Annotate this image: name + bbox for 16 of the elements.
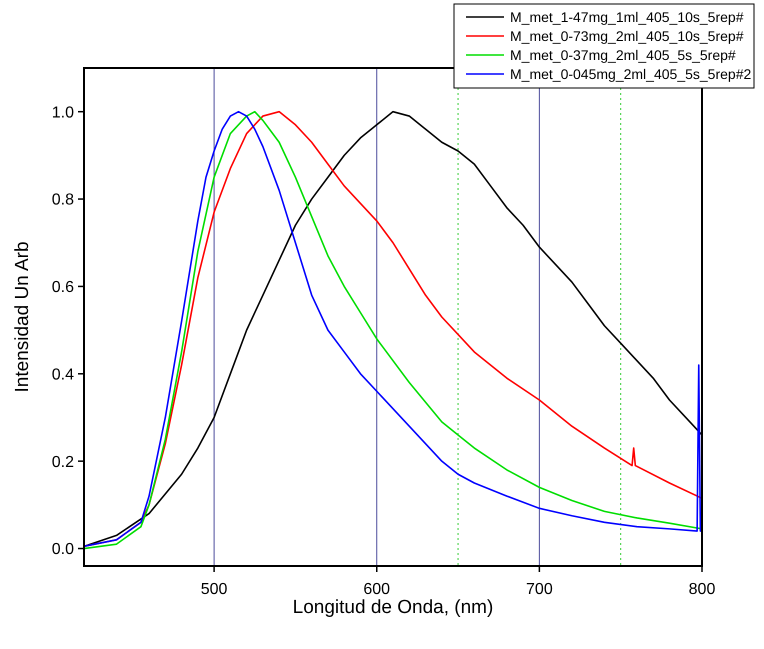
legend-label: M_met_0-37mg_2ml_405_5s_5rep# [510,46,736,63]
x-tick-label: 600 [363,581,390,598]
y-tick-label: 0.0 [52,541,74,558]
y-tick-label: 0.6 [52,279,74,296]
y-tick-label: 0.8 [52,192,74,209]
y-tick-label: 0.2 [52,454,74,471]
legend-label: M_met_0-045mg_2ml_405_5s_5rep#2 [510,66,752,82]
x-axis-title: Longitud de Onda, (nm) [292,597,494,618]
x-tick-label: 800 [688,581,716,598]
y-axis-title: Intensidad Un Arb [12,241,33,393]
y-tick-label: 1.0 [52,104,74,122]
legend-label: M_met_1-47mg_1ml_405_10s_5rep# [510,8,744,25]
x-tick-label: 700 [526,581,553,598]
y-tick-label: 0.4 [52,366,74,384]
x-tick-label: 500 [200,581,228,598]
legend-label: M_met_0-73mg_2ml_405_10s_5rep# [510,28,744,44]
